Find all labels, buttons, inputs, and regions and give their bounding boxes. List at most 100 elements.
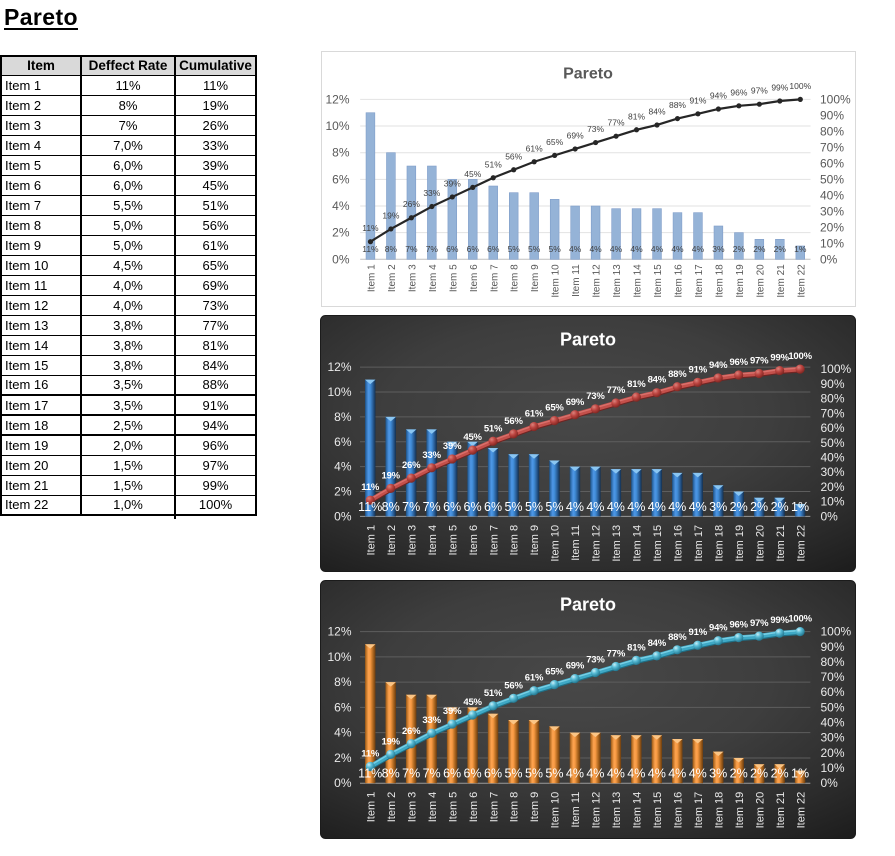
svg-text:70%: 70% — [821, 670, 845, 684]
svg-text:45%: 45% — [463, 697, 482, 708]
svg-text:5%: 5% — [504, 767, 522, 781]
svg-text:Item 7: Item 7 — [488, 792, 500, 823]
svg-text:30%: 30% — [820, 204, 844, 218]
svg-text:26%: 26% — [402, 460, 421, 471]
svg-text:7%: 7% — [402, 500, 420, 514]
svg-text:Item 2: Item 2 — [386, 792, 398, 823]
svg-text:12%: 12% — [325, 92, 349, 106]
svg-text:2%: 2% — [771, 500, 789, 514]
svg-text:0%: 0% — [821, 509, 839, 523]
svg-text:100%: 100% — [821, 625, 852, 639]
svg-text:50%: 50% — [821, 436, 845, 450]
svg-text:69%: 69% — [567, 130, 584, 140]
svg-text:Item 16: Item 16 — [673, 264, 684, 298]
svg-text:6%: 6% — [487, 244, 500, 254]
svg-text:5%: 5% — [545, 767, 563, 781]
svg-text:1%: 1% — [794, 244, 807, 254]
svg-text:3%: 3% — [712, 244, 725, 254]
svg-text:4%: 4% — [566, 500, 584, 514]
svg-text:84%: 84% — [648, 375, 667, 386]
svg-text:0%: 0% — [821, 776, 839, 790]
svg-text:19%: 19% — [381, 470, 400, 481]
svg-text:3%: 3% — [709, 767, 727, 781]
svg-text:4%: 4% — [689, 500, 707, 514]
svg-text:84%: 84% — [649, 106, 666, 116]
svg-text:39%: 39% — [443, 441, 462, 452]
svg-text:5%: 5% — [528, 244, 541, 254]
svg-text:6%: 6% — [484, 500, 502, 514]
svg-text:4%: 4% — [586, 767, 604, 781]
svg-text:Item 16: Item 16 — [672, 525, 684, 562]
svg-text:Item 4: Item 4 — [428, 264, 439, 292]
svg-text:40%: 40% — [821, 450, 845, 464]
svg-text:100%: 100% — [820, 92, 851, 106]
svg-text:2%: 2% — [334, 751, 352, 765]
svg-text:4%: 4% — [627, 500, 645, 514]
svg-text:4%: 4% — [651, 244, 664, 254]
svg-text:99%: 99% — [770, 615, 789, 626]
svg-text:2%: 2% — [334, 485, 352, 499]
svg-text:7%: 7% — [402, 767, 420, 781]
svg-text:99%: 99% — [770, 353, 789, 364]
svg-text:26%: 26% — [402, 726, 421, 737]
svg-text:97%: 97% — [751, 86, 768, 96]
svg-text:Item 9: Item 9 — [529, 792, 541, 823]
svg-text:Item 2: Item 2 — [387, 264, 398, 292]
svg-text:91%: 91% — [689, 627, 708, 638]
svg-text:8%: 8% — [334, 675, 352, 689]
svg-text:4%: 4% — [586, 500, 604, 514]
svg-text:10%: 10% — [327, 650, 351, 664]
svg-text:5%: 5% — [545, 500, 563, 514]
svg-text:96%: 96% — [730, 87, 747, 97]
svg-text:33%: 33% — [422, 715, 441, 726]
svg-text:Item 21: Item 21 — [776, 264, 787, 298]
svg-text:26%: 26% — [403, 199, 420, 209]
svg-text:Item 5: Item 5 — [448, 264, 459, 292]
svg-text:Item 19: Item 19 — [735, 264, 746, 298]
svg-text:90%: 90% — [821, 377, 845, 391]
svg-text:Item 14: Item 14 — [632, 792, 644, 829]
svg-text:0%: 0% — [820, 252, 838, 266]
svg-text:Item 22: Item 22 — [796, 264, 807, 298]
svg-text:4%: 4% — [610, 244, 623, 254]
svg-text:20%: 20% — [821, 480, 845, 494]
svg-text:96%: 96% — [729, 620, 748, 631]
svg-text:39%: 39% — [443, 706, 462, 717]
svg-text:11%: 11% — [361, 749, 380, 760]
svg-text:Item 15: Item 15 — [653, 264, 664, 298]
svg-text:4%: 4% — [668, 767, 686, 781]
svg-text:Item 1: Item 1 — [366, 264, 377, 292]
svg-text:77%: 77% — [607, 648, 626, 659]
svg-text:Item 18: Item 18 — [714, 264, 725, 298]
svg-text:80%: 80% — [820, 124, 844, 138]
svg-text:Item 10: Item 10 — [551, 264, 562, 298]
svg-text:Item 18: Item 18 — [713, 525, 725, 562]
svg-text:61%: 61% — [525, 409, 544, 420]
svg-text:Item 21: Item 21 — [775, 792, 787, 829]
svg-text:Item 22: Item 22 — [795, 525, 807, 562]
svg-text:73%: 73% — [587, 124, 604, 134]
svg-text:39%: 39% — [444, 178, 461, 188]
svg-text:Item 20: Item 20 — [754, 792, 766, 829]
svg-text:7%: 7% — [423, 767, 441, 781]
svg-text:Item 9: Item 9 — [530, 264, 541, 292]
svg-text:4%: 4% — [569, 244, 582, 254]
svg-text:5%: 5% — [525, 767, 543, 781]
svg-text:40%: 40% — [821, 716, 845, 730]
svg-text:56%: 56% — [504, 680, 523, 691]
svg-text:94%: 94% — [709, 360, 728, 371]
svg-text:2%: 2% — [332, 226, 350, 240]
svg-text:Item 17: Item 17 — [693, 792, 705, 829]
svg-text:8%: 8% — [334, 410, 352, 424]
svg-text:56%: 56% — [504, 416, 523, 427]
svg-text:10%: 10% — [327, 385, 351, 399]
svg-text:7%: 7% — [423, 500, 441, 514]
svg-text:Item 8: Item 8 — [509, 792, 521, 823]
svg-text:Item 8: Item 8 — [510, 264, 521, 292]
svg-text:90%: 90% — [820, 108, 844, 122]
svg-text:2%: 2% — [730, 767, 748, 781]
svg-text:20%: 20% — [820, 220, 844, 234]
svg-text:70%: 70% — [820, 140, 844, 154]
svg-text:Item 13: Item 13 — [611, 525, 623, 562]
svg-text:6%: 6% — [484, 767, 502, 781]
